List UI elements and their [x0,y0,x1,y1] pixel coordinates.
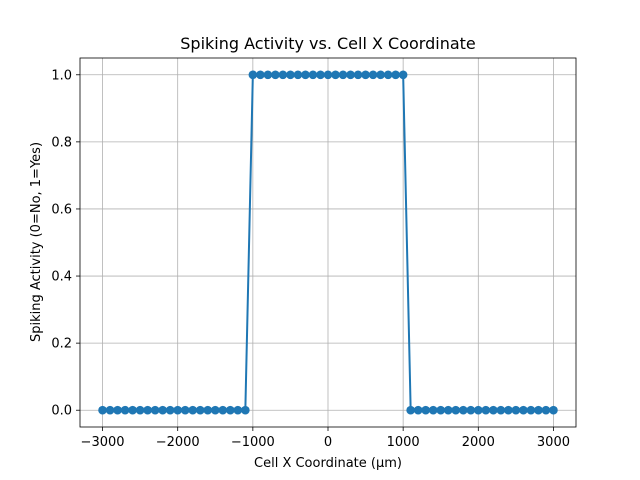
data-point [278,70,288,80]
data-point [143,405,152,415]
data-point [353,70,363,80]
data-point [256,70,265,80]
data-point [534,405,543,415]
data-point [511,405,521,415]
x-axis-label: Cell X Coordinate (µm) [254,456,402,471]
data-point [331,70,340,80]
data-point [504,405,513,415]
x-tick-label: 2000 [462,435,495,450]
data-point [293,70,303,80]
data-point [466,405,476,415]
x-tick-label: 3000 [537,435,570,450]
data-point [301,70,310,80]
data-point [451,405,461,415]
x-tick-label: 1000 [387,435,420,450]
y-tick-label: 0.4 [51,270,72,285]
data-point [308,70,318,80]
data-point [195,405,205,415]
y-tick-label: 1.0 [51,68,72,83]
data-point [361,70,370,80]
x-tick-label: −2000 [156,435,200,450]
data-point [316,70,325,80]
y-tick-label: 0.0 [51,404,72,419]
data-point [248,70,258,80]
data-point [519,405,528,415]
data-point [113,405,122,415]
grid-lines [80,58,576,427]
data-point [135,405,145,415]
data-point [210,405,220,415]
x-tick-label: −3000 [81,435,125,450]
data-point [241,405,250,415]
x-tick-label: −1000 [231,435,275,450]
data-point [481,405,491,415]
data-point [474,405,483,415]
data-point [173,405,182,415]
tick-layer: −3000 −2000 −1000 0 1000 2000 3000 0.0 0.2 0.4 0.6… [51,68,570,450]
data-point [271,70,280,80]
y-tick-label: 0.8 [51,135,72,150]
data-point [263,70,273,80]
x-tick-label: 0 [324,435,332,450]
data-point [98,405,107,415]
data-point [203,405,213,415]
data-point [526,405,536,415]
data-point [158,405,167,415]
data-point [150,405,160,415]
data-point [496,405,506,415]
data-point [413,405,423,415]
data-point [383,70,393,80]
data-point [443,405,453,415]
data-point [391,70,400,80]
y-axis-label: Spiking Activity (0=No, 1=Yes) [29,142,44,342]
data-point [286,70,295,80]
data-point [549,405,558,415]
data-point [338,70,348,80]
data-point [188,405,198,415]
data-point [436,405,446,415]
data-point [428,405,438,415]
data-point [398,70,408,80]
data-point [406,405,415,415]
data-point [323,70,333,80]
data-point [218,405,228,415]
data-point [128,405,137,415]
data-point [489,405,498,415]
y-tick-label: 0.6 [51,202,72,217]
data-point [421,405,430,415]
data-point [165,405,175,415]
chart-title: Spiking Activity vs. Cell X Coordinate [180,34,476,53]
series-layer [98,70,558,415]
data-point [105,405,115,415]
data-point [226,405,235,415]
y-tick-label: 0.2 [51,337,72,352]
data-point [541,405,551,415]
data-point [346,70,355,80]
data-point [180,405,190,415]
data-point [120,405,130,415]
data-point [368,70,378,80]
data-point [458,405,468,415]
data-point [376,70,385,80]
data-point [233,405,243,415]
